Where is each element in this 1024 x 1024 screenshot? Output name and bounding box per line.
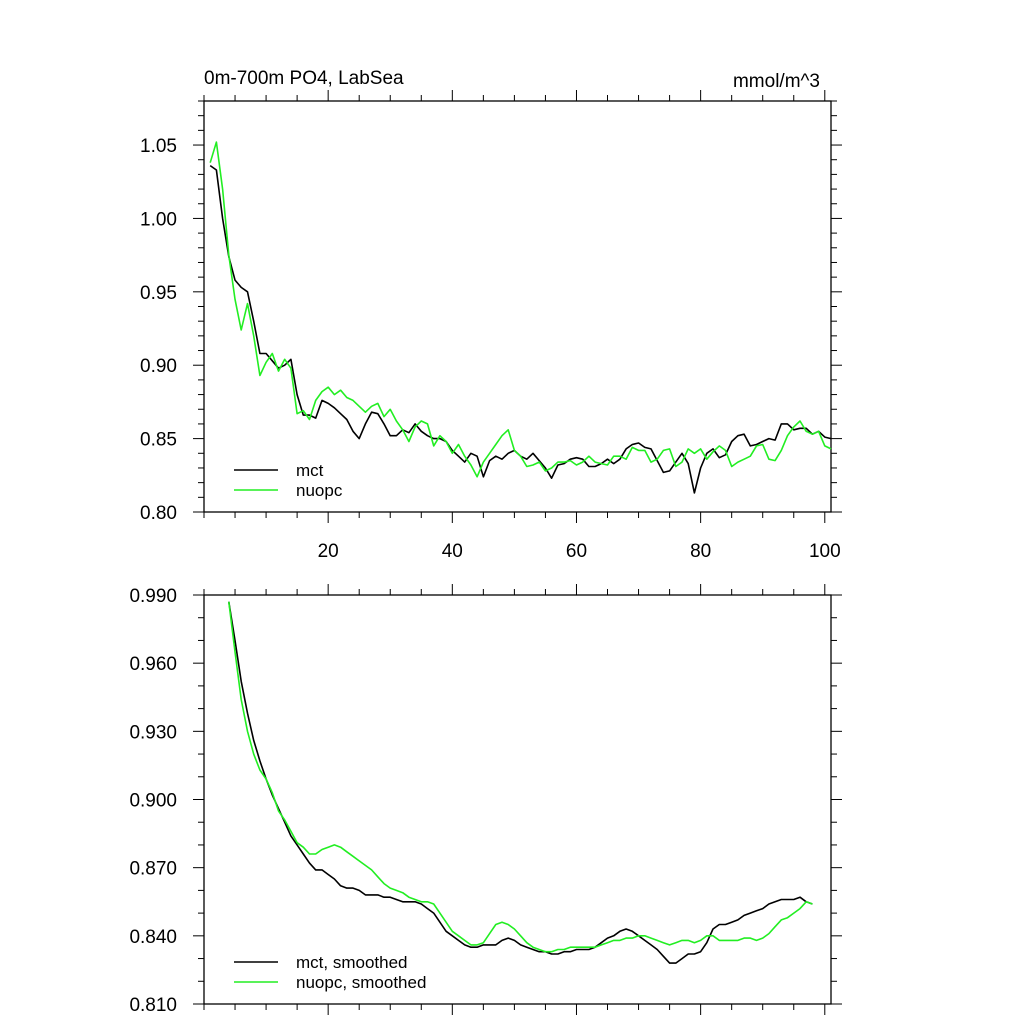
legend-label: nuopc — [296, 481, 343, 500]
x-tick-label: 40 — [442, 541, 463, 562]
x-tick-label: 20 — [318, 541, 339, 562]
x-tick-label: 60 — [566, 541, 587, 562]
series-line-mct — [209, 164, 832, 494]
y-tick-label: 0.960 — [129, 654, 177, 675]
top-chart-title: 0m-700m PO4, LabSea — [204, 68, 404, 89]
y-tick-label: 0.95 — [140, 283, 177, 304]
top-plot-area: 20 40 60 80 100 0.80 0.85 0.90 0.95 1.00 1.05 mctnu… — [140, 90, 842, 562]
bottom-chart-panel: 0.810 0.840 0.870 0.900 0.930 0.960 0.990 mct, … — [129, 584, 842, 1016]
series-line-nuopc — [209, 141, 832, 478]
y-tick-label: 0.990 — [129, 586, 177, 607]
legend-label: mct, smoothed — [296, 953, 408, 972]
y-tick-label: 0.85 — [140, 430, 177, 451]
y-tick-label: 0.90 — [140, 356, 177, 377]
y-tick-label: 1.05 — [140, 136, 177, 157]
y-tick-label: 0.810 — [129, 995, 177, 1016]
y-tick-label: 1.00 — [140, 209, 177, 230]
top-chart-units-label: mmol/m^3 — [733, 71, 820, 92]
top-chart-panel: 0m-700m PO4, LabSea mmol/m^3 20 40 60 80 100… — [140, 68, 842, 562]
x-tick-label: 80 — [690, 541, 711, 562]
plot-frame — [203, 100, 832, 513]
legend-label: nuopc, smoothed — [296, 973, 426, 992]
series-line-nuopc-smoothed — [228, 601, 813, 953]
series-line-mct-smoothed — [228, 601, 813, 964]
bottom-plot-area: 0.810 0.840 0.870 0.900 0.930 0.960 0.990 mct, … — [129, 584, 842, 1016]
y-tick-label: 0.900 — [129, 791, 177, 812]
y-tick-label: 0.930 — [129, 722, 177, 743]
legend-label: mct — [296, 461, 324, 480]
y-tick-label: 0.840 — [129, 927, 177, 948]
x-tick-label: 100 — [809, 541, 841, 562]
y-tick-label: 0.870 — [129, 859, 177, 880]
y-tick-label: 0.80 — [140, 503, 177, 524]
